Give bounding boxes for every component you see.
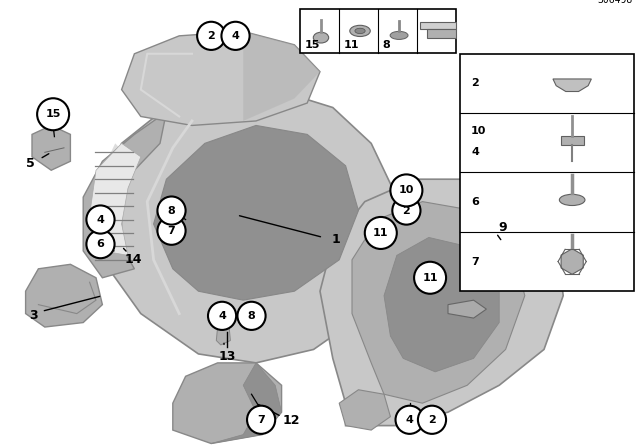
Polygon shape [427,29,456,38]
Polygon shape [90,143,141,255]
Polygon shape [352,202,525,403]
Text: 306498: 306498 [597,0,632,5]
Text: 2: 2 [207,31,215,41]
Text: 3: 3 [29,309,38,323]
Text: 4: 4 [232,31,239,41]
Text: 2: 2 [428,415,436,425]
Circle shape [314,32,329,43]
Ellipse shape [350,25,371,36]
Text: 11: 11 [373,228,388,238]
Ellipse shape [247,406,275,434]
Polygon shape [561,249,583,274]
Polygon shape [32,125,70,170]
Ellipse shape [86,230,115,258]
Text: 12: 12 [282,414,300,427]
Text: 14: 14 [124,253,142,267]
Text: 11: 11 [344,40,359,50]
Polygon shape [384,237,499,372]
Polygon shape [211,363,282,444]
Text: 1: 1 [332,233,340,246]
Polygon shape [26,264,102,327]
Polygon shape [553,79,591,91]
Ellipse shape [237,302,266,330]
Ellipse shape [221,22,250,50]
Text: 8: 8 [383,40,390,50]
Polygon shape [420,22,456,29]
Polygon shape [96,90,397,363]
Bar [460,54,634,291]
Polygon shape [122,31,320,125]
Text: 10: 10 [471,126,486,136]
Text: 5: 5 [26,157,35,170]
Bar [300,9,456,53]
Text: 2: 2 [403,206,410,215]
Text: 2: 2 [471,78,479,88]
Text: 4: 4 [406,415,413,425]
Text: 11: 11 [422,273,438,283]
Polygon shape [154,125,358,300]
Polygon shape [561,136,584,145]
Text: 4: 4 [471,146,479,157]
Text: 10: 10 [399,185,414,195]
Text: 4: 4 [218,311,226,321]
Polygon shape [339,390,390,430]
Text: 7: 7 [257,415,265,425]
Ellipse shape [208,302,236,330]
Ellipse shape [390,174,422,207]
Text: 6: 6 [471,197,479,207]
Ellipse shape [197,22,225,50]
Text: 6: 6 [97,239,104,249]
Ellipse shape [86,206,115,233]
Ellipse shape [559,194,585,206]
Ellipse shape [414,262,446,294]
Text: 13: 13 [218,349,236,363]
Polygon shape [96,143,128,251]
Text: 8: 8 [168,206,175,215]
Ellipse shape [157,197,186,224]
Ellipse shape [392,197,420,224]
Polygon shape [243,31,320,121]
Ellipse shape [390,31,408,39]
Polygon shape [320,179,563,426]
Ellipse shape [355,28,365,34]
Polygon shape [216,327,230,345]
Polygon shape [173,363,282,444]
Ellipse shape [418,406,446,434]
Text: 15: 15 [45,109,61,119]
Polygon shape [83,112,166,278]
Polygon shape [448,300,486,318]
Ellipse shape [37,98,69,130]
Text: 15: 15 [305,40,320,50]
Text: 8: 8 [248,311,255,321]
Ellipse shape [365,217,397,249]
Ellipse shape [396,406,424,434]
Text: 7: 7 [168,226,175,236]
Text: 7: 7 [471,257,479,267]
Text: 4: 4 [97,215,104,224]
Ellipse shape [157,217,186,245]
Text: 9: 9 [498,221,507,234]
